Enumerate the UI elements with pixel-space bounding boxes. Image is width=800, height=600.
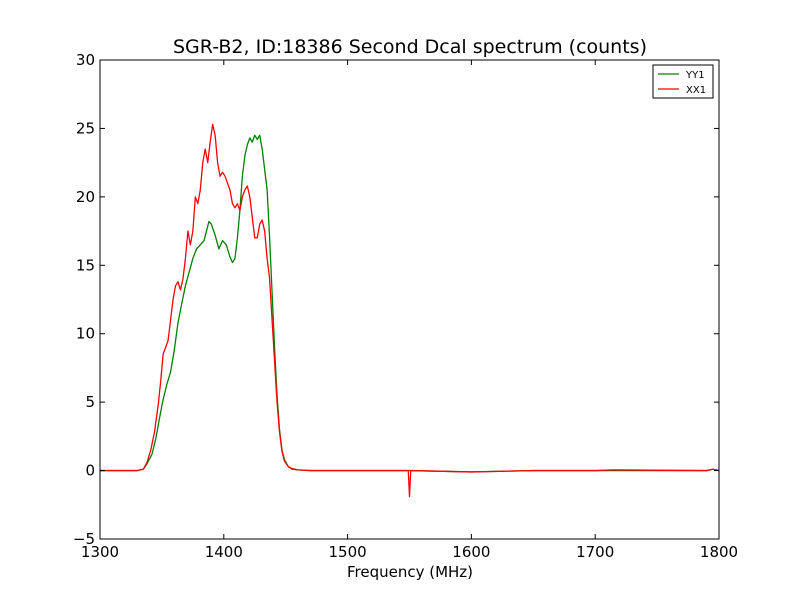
legend-label-yy1: YY1 — [685, 70, 705, 81]
plot-area: 1300 1400 1500 1600 1700 1800 −5 0 5 10 15 20 25 30 — [73, 51, 738, 561]
x-tick-label: 1400 — [205, 543, 243, 561]
y-tick-label: 20 — [76, 188, 95, 206]
y-tick-label: 0 — [85, 462, 95, 480]
chart-title: SGR-B2, ID:18386 Second Dcal spectrum (c… — [173, 36, 647, 58]
ticks-layer: 1300 1400 1500 1600 1700 1800 −5 0 5 10 15 20 25 30 — [73, 51, 738, 561]
x-tick-label: 1700 — [576, 543, 614, 561]
x-tick-label: 1500 — [329, 543, 367, 561]
y-tick-label: 15 — [76, 256, 95, 274]
axes-background — [100, 60, 719, 539]
x-tick-label: 1300 — [81, 543, 119, 561]
y-tick-label: 30 — [76, 51, 95, 69]
axes-frame — [99, 59, 720, 540]
x-tick-label: 1600 — [452, 543, 490, 561]
y-tick-label: 25 — [76, 119, 95, 137]
x-axis-label: Frequency (MHz) — [347, 563, 473, 581]
series-line-xx1 — [100, 123, 720, 498]
y-tick-label: 10 — [76, 325, 95, 343]
series-layer — [100, 123, 720, 498]
legend-label-xx1: XX1 — [686, 85, 706, 96]
y-tick-label: 5 — [85, 393, 95, 411]
y-tick-label: −5 — [73, 530, 95, 548]
x-tick-label: 1800 — [700, 543, 738, 561]
legend-box — [652, 64, 714, 99]
